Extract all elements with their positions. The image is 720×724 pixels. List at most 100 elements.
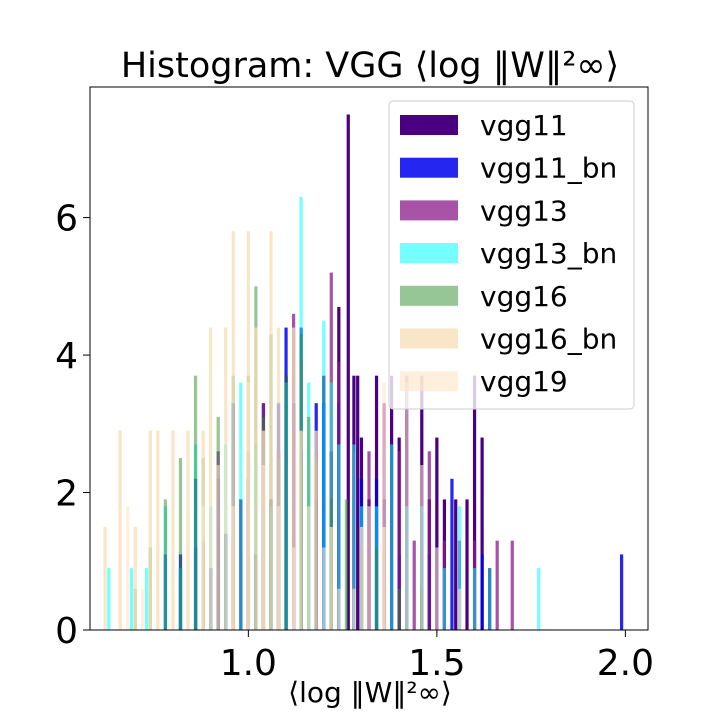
bar-vgg13_bn-25 [472, 568, 477, 630]
bar-vgg19-7 [231, 506, 235, 630]
bar-vgg19-19 [420, 465, 424, 630]
bars-layer [103, 114, 624, 631]
legend-label-vgg11_bn: vgg11_bn [480, 152, 617, 185]
bar-vgg16-3 [178, 458, 183, 630]
bar-vgg19-5 [201, 506, 205, 630]
legend: vgg11 vgg11_bn vgg13 vgg13_bn vgg16 vgg16_bnv… [388, 100, 635, 410]
legend-label-vgg13_bn: vgg13_bn [480, 237, 617, 270]
legend-label-vgg16_bn: vgg16_bn [480, 323, 617, 356]
bar-vgg13_bn-20 [390, 444, 394, 630]
y-axis-ticks: 0 2 4 6 [55, 199, 90, 652]
bar-vgg11-29 [472, 375, 477, 630]
x-tick-label: 1.0 [220, 643, 277, 684]
bar-vgg13-16 [427, 451, 431, 630]
legend-label-vgg13: vgg13 [480, 194, 568, 227]
bar-vgg16_bn-17 [299, 430, 303, 630]
bar-vgg13-21 [510, 540, 514, 630]
legend-swatch-vgg16_bn [400, 328, 458, 349]
bar-vgg11_bn-18 [450, 478, 454, 630]
bar-vgg13-20 [495, 540, 499, 630]
x-tick-label: 1.5 [408, 643, 465, 684]
bar-vgg19-6 [216, 465, 220, 630]
bar-vgg16_bn-19 [329, 526, 333, 630]
y-tick-label: 4 [55, 336, 78, 377]
bar-vgg16_bn-12 [254, 327, 258, 630]
legend-swatch-vgg11_bn [400, 157, 458, 178]
bar-vgg19-20 [435, 547, 439, 630]
bar-vgg16_bn-5 [171, 430, 175, 630]
bar-vgg16_bn-9 [224, 327, 228, 630]
bar-vgg19-14 [337, 588, 341, 630]
bar-vgg13_bn-2 [144, 568, 149, 630]
legend-swatch-vgg11 [400, 115, 458, 135]
bar-vgg11-13 [346, 114, 350, 631]
bar-vgg16-18 [344, 499, 348, 630]
bar-vgg19-15 [352, 588, 356, 630]
bar-vgg19-12 [307, 506, 311, 630]
bar-vgg13_bn-1 [129, 568, 134, 630]
bar-vgg13_bn-23 [442, 568, 447, 630]
bar-vgg13_bn-8 [239, 382, 243, 630]
series-vgg19 [126, 382, 462, 630]
bar-vgg16-2 [163, 499, 168, 630]
bar-vgg19-1 [141, 588, 145, 630]
bar-vgg19-9 [261, 465, 266, 630]
bar-vgg16-21 [397, 588, 401, 630]
bar-vgg19-17 [382, 382, 386, 630]
bar-vgg11-30 [480, 437, 484, 630]
bar-vgg11-25 [435, 437, 439, 630]
bar-vgg13_bn-16 [337, 444, 341, 630]
legend-label-vgg16: vgg16 [480, 280, 568, 313]
legend-swatch-vgg13_bn [400, 243, 458, 264]
bar-vgg16_bn-6 [186, 430, 190, 630]
legend-swatch-vgg16 [400, 285, 458, 306]
bar-vgg19-11 [291, 547, 296, 630]
legend-label-vgg11: vgg11 [480, 109, 568, 142]
bar-vgg19-16 [367, 506, 371, 630]
y-tick-label: 0 [55, 611, 78, 652]
x-axis-label: ⟨log ‖W‖²∞⟩ [288, 676, 452, 709]
bar-vgg11-28 [465, 499, 469, 630]
x-axis-ticks: 1.0 1.5 2.0 [220, 630, 654, 684]
bar-vgg19-4 [186, 547, 190, 630]
bar-vgg13_bn-14 [322, 320, 326, 630]
bar-vgg19-10 [276, 506, 281, 630]
bar-vgg16-4 [193, 375, 198, 630]
bar-vgg16_bn-8 [209, 327, 213, 630]
bar-vgg19-13 [322, 547, 326, 630]
bar-vgg19-8 [246, 382, 250, 630]
bar-vgg16_bn-3 [148, 430, 152, 630]
plot-frame [89, 86, 649, 631]
bar-vgg11_bn-19 [480, 554, 484, 630]
bar-vgg16_bn-4 [156, 430, 160, 630]
bar-vgg16-13 [284, 375, 288, 630]
legend-label-vgg19: vgg19 [480, 365, 568, 398]
bar-vgg16_bn-18 [314, 430, 318, 630]
bar-vgg16_bn-1 [118, 430, 122, 630]
bar-vgg16_bn-2 [133, 526, 137, 630]
bar-vgg11-27 [454, 499, 458, 630]
bar-vgg16_bn-15 [276, 327, 281, 630]
bar-vgg19-3 [171, 588, 175, 630]
bar-vgg13_bn-26 [488, 568, 492, 630]
chart-title: Histogram: VGG ⟨log ‖W‖²∞⟩ [121, 46, 619, 86]
legend-swatch-vgg13 [400, 200, 458, 221]
bar-vgg16_bn-0 [103, 526, 107, 630]
bar-vgg13-14 [397, 451, 401, 630]
bar-vgg11_bn-20 [620, 554, 624, 630]
bar-vgg16_bn-10 [231, 231, 235, 630]
y-tick-label: 2 [55, 474, 78, 515]
bar-vgg11-15 [356, 375, 360, 630]
bar-vgg16-20 [374, 547, 379, 630]
bar-vgg19-21 [457, 588, 462, 630]
bar-vgg19-18 [405, 382, 409, 630]
y-tick-label: 6 [55, 199, 78, 240]
bar-vgg13_bn-17 [352, 444, 356, 630]
legend-swatch-vgg19 [400, 371, 458, 392]
bar-vgg16_bn-20 [359, 526, 364, 630]
bar-vgg16_bn-16 [291, 327, 296, 630]
x-tick-label: 2.0 [597, 643, 654, 684]
bar-vgg13_bn-0 [107, 568, 111, 630]
bar-vgg16_bn-14 [269, 231, 273, 630]
